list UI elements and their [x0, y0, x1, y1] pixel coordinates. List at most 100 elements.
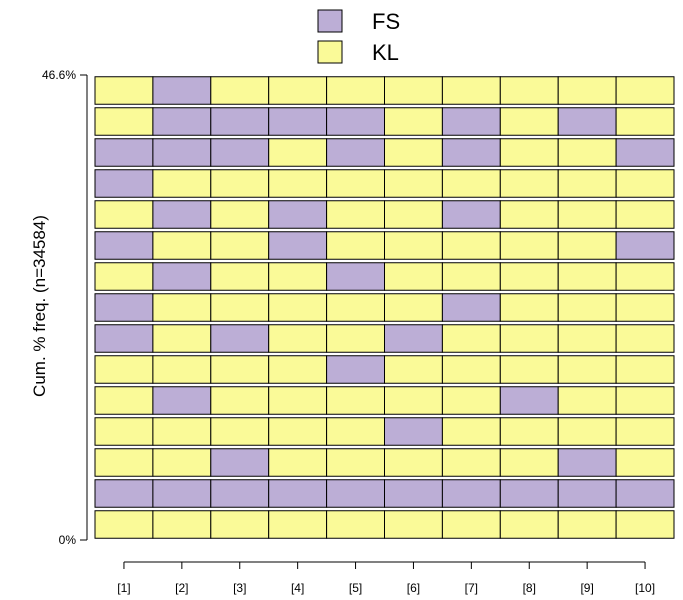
cell-r7-c1-kl: [94, 262, 154, 291]
plot-area: [94, 76, 675, 539]
cell-r12-c10-kl: [615, 417, 675, 446]
cell-r10-c4-kl: [268, 355, 328, 384]
cell-r2-c8-kl: [499, 107, 559, 136]
cell-r15-c8-kl: [499, 510, 559, 539]
y-tick-label: 46.6%: [42, 68, 76, 82]
cell-r14-c1-fs: [94, 479, 154, 508]
cell-r7-c2-fs: [152, 262, 212, 291]
cell-r8-c1-fs: [94, 293, 154, 322]
cell-r15-c4-kl: [268, 510, 328, 539]
cell-r6-c6-kl: [384, 231, 443, 260]
cell-r10-c8-kl: [499, 355, 559, 384]
cell-r9-c8-kl: [499, 324, 559, 353]
cell-r7-c10-kl: [615, 262, 675, 291]
cell-r13-c9-fs: [557, 448, 617, 477]
cell-r15-c2-kl: [152, 510, 212, 539]
x-tick-label: [10]: [635, 581, 655, 595]
legend-label-fs: FS: [372, 9, 400, 34]
cell-r13-c8-kl: [499, 448, 559, 477]
cell-r13-c10-kl: [615, 448, 675, 477]
cell-r12-c1-kl: [94, 417, 154, 446]
cell-r3-c1-fs: [94, 138, 154, 167]
y-axis: 46.6% 0%: [42, 68, 88, 547]
legend-swatch-fs: [317, 9, 343, 33]
cell-r7-c7-kl: [441, 262, 501, 291]
cell-r4-c7-kl: [441, 169, 501, 198]
cell-r6-c3-kl: [210, 231, 270, 260]
cell-r15-c1-kl: [94, 510, 154, 539]
cell-r1-c3-kl: [210, 76, 270, 105]
cell-r3-c9-kl: [557, 138, 617, 167]
cell-r5-c10-kl: [615, 200, 675, 229]
cell-r7-c6-kl: [384, 262, 443, 291]
cell-r1-c4-kl: [268, 76, 328, 105]
cell-r7-c9-kl: [557, 262, 617, 291]
cell-r3-c2-fs: [152, 138, 212, 167]
cell-r9-c6-fs: [384, 324, 443, 353]
cell-r1-c10-kl: [615, 76, 675, 105]
cell-r5-c9-kl: [557, 200, 617, 229]
cell-r7-c8-kl: [499, 262, 559, 291]
cell-r14-c3-fs: [210, 479, 270, 508]
cell-r2-c9-fs: [557, 107, 617, 136]
cell-r1-c2-fs: [152, 76, 212, 105]
cell-r9-c7-kl: [441, 324, 501, 353]
cell-r5-c1-kl: [94, 200, 154, 229]
x-tick-label: [5]: [349, 581, 362, 595]
x-tick-label: [1]: [117, 581, 130, 595]
cell-r5-c6-kl: [384, 200, 443, 229]
cell-r8-c2-kl: [152, 293, 212, 322]
cell-r1-c1-kl: [94, 76, 154, 105]
x-tick-label: [8]: [523, 581, 536, 595]
cell-r14-c4-fs: [268, 479, 328, 508]
cell-r13-c7-kl: [441, 448, 501, 477]
cell-r4-c4-kl: [268, 169, 328, 198]
x-axis: [1] [2] [3] [4] [5] [6] [7] [8] [9] [10]: [117, 561, 655, 595]
cell-r14-c7-fs: [441, 479, 501, 508]
cell-r10-c5-fs: [326, 355, 386, 384]
cell-r5-c7-fs: [441, 200, 501, 229]
cell-r13-c3-fs: [210, 448, 270, 477]
cell-r15-c5-kl: [326, 510, 386, 539]
cell-r4-c1-fs: [94, 169, 154, 198]
cell-r13-c1-kl: [94, 448, 154, 477]
x-tick-label: [7]: [465, 581, 478, 595]
cell-r6-c1-fs: [94, 231, 154, 260]
x-tick-label: [2]: [175, 581, 188, 595]
cell-r10-c9-kl: [557, 355, 617, 384]
legend-swatch-kl: [317, 40, 343, 64]
cell-r6-c8-kl: [499, 231, 559, 260]
cell-r13-c2-kl: [152, 448, 212, 477]
cell-r14-c10-fs: [615, 479, 675, 508]
cell-r5-c3-kl: [210, 200, 270, 229]
x-tick-label: [9]: [580, 581, 593, 595]
cell-r2-c4-fs: [268, 107, 328, 136]
cell-r2-c3-fs: [210, 107, 270, 136]
cell-r6-c5-kl: [326, 231, 386, 260]
cell-r10-c2-kl: [152, 355, 212, 384]
cell-r9-c10-kl: [615, 324, 675, 353]
cell-r7-c4-kl: [268, 262, 328, 291]
cell-r12-c6-fs: [384, 417, 443, 446]
cell-r11-c7-kl: [441, 386, 501, 415]
cell-r15-c3-kl: [210, 510, 270, 539]
cell-r11-c4-kl: [268, 386, 328, 415]
cell-r2-c5-fs: [326, 107, 386, 136]
cell-r12-c7-kl: [441, 417, 501, 446]
x-tick-label: [6]: [407, 581, 420, 595]
cell-r11-c8-fs: [499, 386, 559, 415]
cell-r11-c1-kl: [94, 386, 154, 415]
cell-r14-c5-fs: [326, 479, 386, 508]
cell-r8-c10-kl: [615, 293, 675, 322]
cell-r15-c9-kl: [557, 510, 617, 539]
cell-r11-c6-kl: [384, 386, 443, 415]
cell-r4-c3-kl: [210, 169, 270, 198]
cell-r10-c7-kl: [441, 355, 501, 384]
cell-r12-c8-kl: [499, 417, 559, 446]
cell-r14-c2-fs: [152, 479, 212, 508]
cell-r15-c10-kl: [615, 510, 675, 539]
cell-r9-c3-fs: [210, 324, 270, 353]
cell-r11-c5-kl: [326, 386, 386, 415]
cell-r8-c9-kl: [557, 293, 617, 322]
legend-label-kl: KL: [372, 40, 399, 65]
